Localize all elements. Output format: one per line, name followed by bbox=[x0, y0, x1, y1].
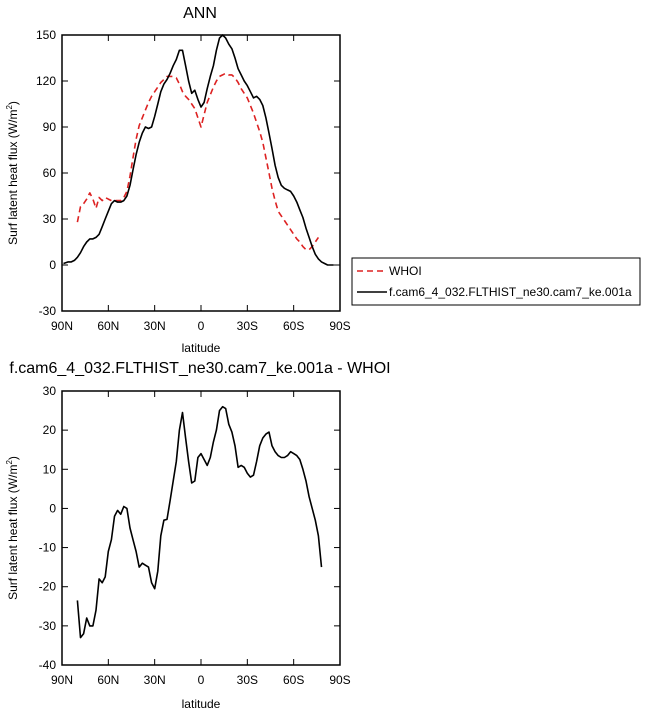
x-tick-label: 30N bbox=[144, 319, 166, 333]
x-tick-label: 30S bbox=[237, 319, 258, 333]
y-tick-label: 90 bbox=[43, 120, 57, 134]
x-tick-label: 0 bbox=[198, 673, 205, 687]
series-lines bbox=[63, 34, 334, 266]
x-axis-ticks: 90N 60N 30N 0 30S 60S 90S bbox=[51, 391, 351, 687]
x-tick-label: 90S bbox=[329, 319, 350, 333]
legend-label-model: f.cam6_4_032.FLTHIST_ne30.cam7_ke.001a bbox=[389, 285, 632, 299]
y-axis-label-main: Surf latent heat flux (W/m bbox=[6, 465, 20, 600]
y-tick-label: 10 bbox=[43, 462, 57, 476]
y-tick-label: -30 bbox=[39, 619, 57, 633]
x-axis-label: latitude bbox=[182, 341, 221, 355]
x-tick-label: 90S bbox=[329, 673, 350, 687]
y-tick-label: -30 bbox=[39, 304, 57, 318]
y-axis-label-superscript: 2 bbox=[5, 105, 14, 110]
y-axis-label-close: ) bbox=[6, 101, 20, 105]
y-axis-label-superscript: 2 bbox=[5, 460, 14, 465]
y-axis-label: Surf latent heat flux (W/m2) bbox=[5, 101, 20, 245]
y-tick-label: -20 bbox=[39, 580, 57, 594]
y-tick-label: 30 bbox=[43, 212, 57, 226]
y-tick-label: -40 bbox=[39, 658, 57, 672]
x-tick-label: 90N bbox=[51, 319, 73, 333]
y-tick-label: 120 bbox=[36, 74, 56, 88]
y-tick-label: 0 bbox=[49, 258, 56, 272]
x-axis-ticks: 90N 60N 30N 0 30S 60S 90S bbox=[51, 35, 351, 333]
y-axis-label: Surf latent heat flux (W/m2) bbox=[5, 456, 20, 600]
x-tick-label: 30N bbox=[144, 673, 166, 687]
x-tick-label: 90N bbox=[51, 673, 73, 687]
y-axis-label-close: ) bbox=[6, 456, 20, 460]
x-tick-label: 60S bbox=[283, 319, 304, 333]
y-tick-label: 60 bbox=[43, 166, 57, 180]
x-axis-label: latitude bbox=[182, 697, 221, 711]
plot-frame bbox=[61, 390, 341, 666]
series-line-1 bbox=[63, 34, 334, 266]
y-tick-label: 150 bbox=[36, 28, 56, 42]
y-axis-ticks: -40 -30 -20 -10 0 10 20 30 bbox=[39, 384, 340, 672]
plot-frame bbox=[61, 34, 341, 312]
x-tick-label: 60N bbox=[97, 673, 119, 687]
y-tick-label: 30 bbox=[43, 384, 57, 398]
y-tick-label: 0 bbox=[49, 501, 56, 515]
panel-difference: f.cam6_4_032.FLTHIST_ne30.cam7_ke.001a -… bbox=[5, 360, 391, 711]
y-tick-label: 20 bbox=[43, 423, 57, 437]
y-tick-label: -10 bbox=[39, 541, 57, 555]
legend-box bbox=[351, 257, 641, 306]
series-line-0 bbox=[76, 405, 323, 639]
x-tick-label: 60S bbox=[283, 673, 304, 687]
x-tick-label: 30S bbox=[237, 673, 258, 687]
legend-label-whoi: WHOI bbox=[389, 264, 422, 278]
chart-title: ANN bbox=[183, 5, 217, 22]
chart-title: f.cam6_4_032.FLTHIST_ne30.cam7_ke.001a -… bbox=[9, 360, 390, 377]
y-axis-label-main: Surf latent heat flux (W/m bbox=[6, 110, 20, 245]
series-line-0 bbox=[76, 72, 320, 251]
panel-annual-mean: ANN -30 0 30 60 90 120 150 90N 60N 30N 0 30S 60S 90S… bbox=[5, 5, 641, 355]
series-lines bbox=[76, 405, 323, 639]
y-axis-ticks: -30 0 30 60 90 120 150 bbox=[36, 28, 340, 318]
x-tick-label: 60N bbox=[97, 319, 119, 333]
legend: WHOI f.cam6_4_032.FLTHIST_ne30.cam7_ke.0… bbox=[351, 257, 641, 306]
x-tick-label: 0 bbox=[198, 319, 205, 333]
